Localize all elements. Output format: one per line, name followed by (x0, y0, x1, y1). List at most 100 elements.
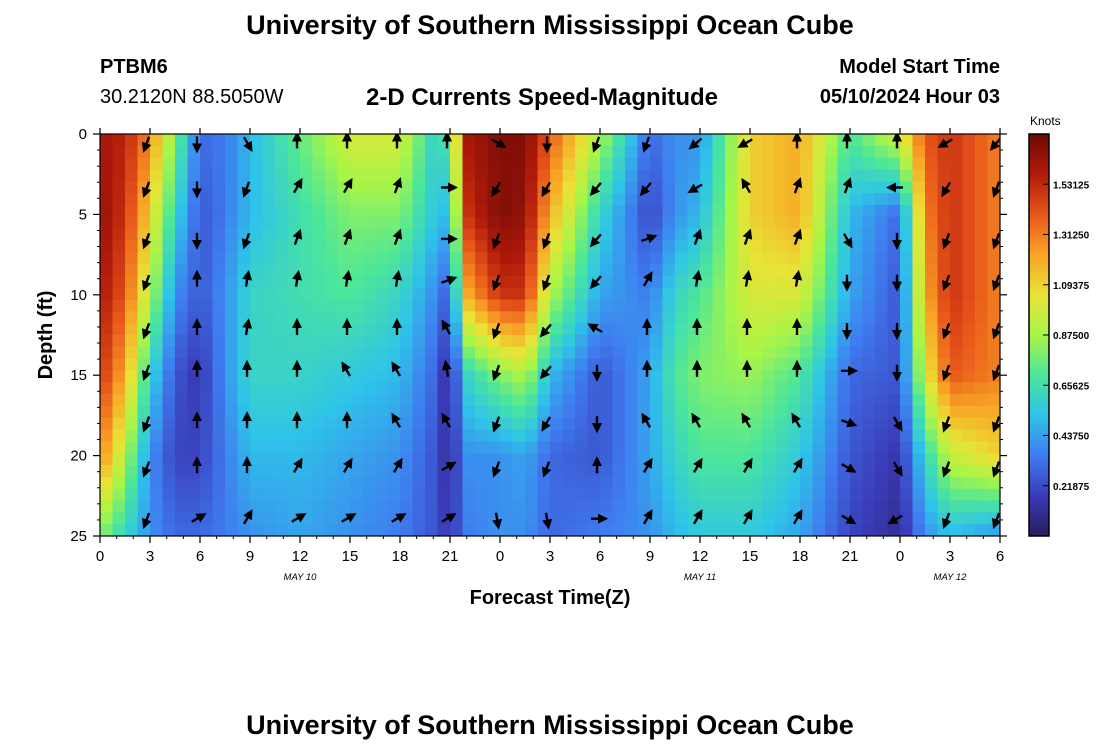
heatmap-cell (187, 417, 201, 431)
heatmap-cell (762, 429, 776, 443)
heatmap-cell (275, 240, 289, 253)
heatmap-cell (550, 370, 564, 383)
heatmap-cell (125, 287, 139, 301)
x-tick-label: 21 (442, 548, 459, 565)
heatmap-cell (187, 346, 201, 360)
heatmap-cell (762, 204, 776, 218)
current-arrow (491, 138, 507, 148)
heatmap-cell (300, 299, 314, 312)
heatmap-cell (212, 512, 226, 525)
heatmap-cell (875, 370, 889, 383)
heatmap-cell (200, 264, 214, 277)
heatmap-cell (450, 405, 464, 419)
heatmap-cell (650, 169, 664, 182)
heatmap-cell (462, 370, 476, 383)
heatmap-cell (575, 488, 589, 502)
heatmap-cell (987, 394, 1000, 407)
heatmap-cell (150, 370, 164, 383)
heatmap-cell (312, 476, 326, 490)
heatmap-cell (350, 405, 364, 419)
heatmap-cell (712, 145, 726, 159)
heatmap-cell (575, 240, 589, 253)
heatmap-cell (362, 500, 376, 513)
heatmap-cell (850, 335, 864, 348)
heatmap-cell (312, 417, 326, 431)
heatmap-cell (175, 311, 189, 324)
heatmap-cell (400, 512, 414, 525)
heatmap-cell (225, 358, 239, 372)
x-tick-label: 18 (392, 548, 409, 565)
heatmap-cell (825, 323, 839, 336)
heatmap-cell (662, 134, 676, 147)
heatmap-cell (612, 157, 626, 171)
heatmap-cell (525, 382, 539, 395)
heatmap-cell (600, 287, 614, 301)
heatmap-cell (125, 145, 139, 159)
heatmap-cell (300, 405, 314, 419)
heatmap-cell (512, 240, 526, 253)
heatmap-cell (700, 275, 714, 289)
heatmap-cell (637, 441, 651, 454)
heatmap-cell (575, 394, 589, 407)
heatmap-cell (437, 204, 451, 218)
heatmap-cell (762, 524, 776, 536)
heatmap-cell (837, 216, 851, 230)
heatmap-cell (175, 417, 189, 431)
heatmap-cell (525, 311, 539, 324)
heatmap-cell (737, 287, 751, 301)
heatmap-cell (525, 181, 539, 194)
heatmap-cell (650, 335, 664, 348)
heatmap-cell (475, 382, 489, 395)
colorbar-tick-label: 1.09375 (1053, 281, 1090, 292)
heatmap-cell (375, 488, 389, 502)
heatmap-cell (125, 311, 139, 324)
heatmap-cell (425, 193, 439, 206)
heatmap-cell (975, 181, 989, 194)
heatmap-cell (137, 299, 151, 312)
heatmap-cell (350, 465, 364, 478)
heatmap-cell (975, 252, 989, 265)
heatmap-cell (862, 382, 876, 395)
current-arrow (242, 318, 253, 336)
heatmap-cell (587, 405, 601, 419)
heatmap-cell (425, 524, 439, 536)
heatmap-cell (500, 311, 514, 324)
heatmap-cell (837, 405, 851, 419)
heatmap-cell (687, 488, 701, 502)
heatmap-cell (662, 524, 676, 536)
heatmap-cell (312, 405, 326, 419)
heatmap-cell (375, 134, 389, 147)
heatmap-cell (550, 465, 564, 478)
current-arrow (141, 512, 152, 530)
heatmap-cell (600, 382, 614, 395)
heatmap-cell (912, 417, 926, 431)
heatmap-cell (387, 323, 401, 336)
heatmap-cell (662, 335, 676, 348)
heatmap-cell (875, 287, 889, 301)
heatmap-cell (537, 134, 551, 147)
heatmap-cell (862, 500, 876, 513)
heatmap-cell (250, 358, 264, 372)
heatmap-cell (275, 488, 289, 502)
heatmap-cell (200, 335, 214, 348)
heatmap-cell (925, 417, 939, 431)
heatmap-cell (937, 500, 951, 513)
heatmap-cell (475, 488, 489, 502)
heatmap-cell (325, 488, 339, 502)
heatmap-cell (887, 157, 901, 171)
heatmap-cell (912, 169, 926, 182)
heatmap-cell (600, 252, 614, 265)
heatmap-cell (675, 169, 689, 182)
heatmap-cell (550, 311, 564, 324)
current-arrow (491, 461, 502, 478)
heatmap-cell (875, 216, 889, 230)
heatmap-cell (562, 264, 576, 277)
heatmap-cell (450, 145, 464, 159)
heatmap-cell (400, 287, 414, 301)
heatmap-cell (650, 252, 664, 265)
heatmap-cell (212, 488, 226, 502)
heatmap-cell (175, 405, 189, 419)
heatmap-cell (700, 311, 714, 324)
heatmap-cell (337, 204, 351, 218)
heatmap-cell (825, 488, 839, 502)
